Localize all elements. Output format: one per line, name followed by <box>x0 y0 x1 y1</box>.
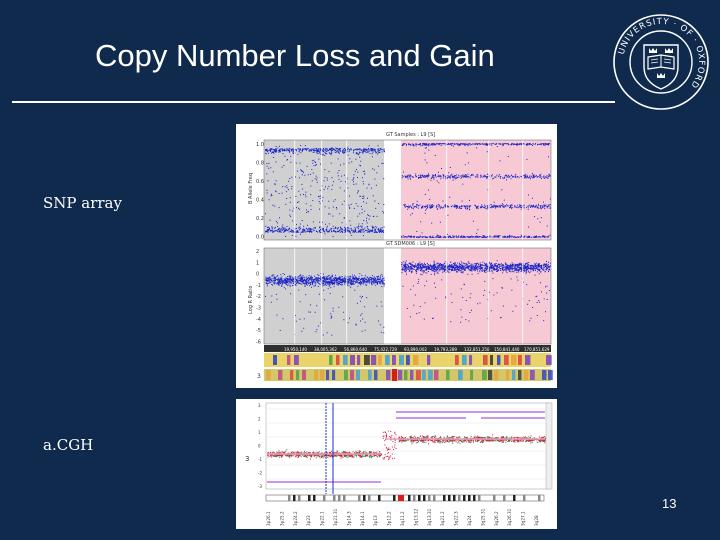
acgh-band-label: 3p13 <box>373 515 378 526</box>
acgh-scatter-points <box>267 430 546 460</box>
page-number: 13 <box>662 496 677 511</box>
acgh-y-tick: -2 <box>258 471 262 476</box>
acgh-scrollbar[interactable] <box>545 402 553 490</box>
snp-bottom-y-tick: 1 <box>256 260 259 266</box>
bottom-loss-region <box>264 248 384 344</box>
snp-top-y-tick: 0.4 <box>256 198 264 204</box>
acgh-band-label: 3q26.31 <box>507 508 512 526</box>
acgh-label: a.CGH <box>43 436 94 454</box>
acgh-band-label: 3q25.31 <box>480 508 485 526</box>
snp-array-figure: GT Samples : L9 [S] GT SDM006 : L9 [S] B… <box>236 124 557 388</box>
snp-bottom-y-tick: 0 <box>256 272 259 278</box>
snp-position-label: 75,422,729 <box>374 347 397 352</box>
snp-scatter-points <box>265 140 551 344</box>
acgh-chromosome-number: 3 <box>245 455 249 463</box>
acgh-band-label: 3p25.2 <box>279 511 284 526</box>
title-underline <box>12 101 615 103</box>
acgh-band-label: 3p23 <box>306 515 311 526</box>
snp-top-y-label: B Allele Freq <box>248 173 254 204</box>
acgh-y-tick: -1 <box>258 457 262 462</box>
snp-position-label: 56,860,640 <box>344 347 367 352</box>
acgh-y-tick: 2 <box>258 417 261 422</box>
snp-bottom-y-tick: 2 <box>256 249 259 255</box>
snp-top-panel-title: GT Samples : L9 [S] <box>386 132 435 138</box>
top-gain-region <box>401 140 551 240</box>
snp-position-label: 170,851,629 <box>524 347 550 352</box>
snp-position-label: 150,841,440 <box>494 347 520 352</box>
snp-top-y-tick: 0.6 <box>256 179 264 185</box>
acgh-band-label: 3q21.2 <box>440 511 445 526</box>
snp-top-y-tick: 1.0 <box>256 142 264 148</box>
snp-position-label: 38,005,362 <box>314 347 337 352</box>
top-gap-region <box>384 140 401 240</box>
acgh-band-label: 3p14.1 <box>360 511 365 526</box>
acgh-y-tick: 0 <box>258 444 261 449</box>
acgh-band-label: 3q22.3 <box>454 511 459 526</box>
snp-position-label: 132,851,250 <box>464 347 490 352</box>
snp-position-label: 19,793,289 <box>434 347 457 352</box>
acgh-y-tick: 3 <box>258 403 261 408</box>
acgh-band-label: 3p26.1 <box>266 511 271 526</box>
acgh-band-label: 3q11.2 <box>400 511 405 526</box>
snp-bottom-panel-title: GT SDM006 : L9 [S] <box>386 241 435 247</box>
snp-bottom-y-tick: -1 <box>256 283 261 289</box>
snp-top-y-tick: 0.0 <box>256 235 264 241</box>
acgh-band-label: 3p21.31 <box>333 508 338 526</box>
snp-bottom-y-tick: -6 <box>256 339 261 345</box>
snp-bottom-y-tick: -4 <box>256 317 261 323</box>
snp-top-y-tick: 0.8 <box>256 161 264 167</box>
snp-bottom-y-tick: -2 <box>256 294 261 300</box>
snp-array-label: SNP array <box>43 194 122 212</box>
acgh-band-label: 3p14.3 <box>346 511 351 526</box>
acgh-band-label: 3p12.2 <box>387 511 392 526</box>
bottom-gap-region <box>384 248 401 344</box>
snp-position-label: 93,890,002 <box>404 347 427 352</box>
acgh-ideogram <box>265 494 545 502</box>
acgh-band-label: 3q24 <box>467 515 472 526</box>
acgh-segment-lines <box>267 411 545 483</box>
snp-bottom-y-label: Log R Ratio <box>248 286 254 314</box>
snp-position-label: 19,950,140 <box>284 347 307 352</box>
slide-title: Copy Number Loss and Gain <box>95 38 495 73</box>
acgh-band-label: 3q27.1 <box>521 511 526 526</box>
acgh-band-label: 3q13.12 <box>413 508 418 526</box>
acgh-band-label: 3p22.1 <box>320 511 325 526</box>
acgh-figure: 3 3 2 1 0 -1 -2 -3 3p26.1 3p25.2 3p24.2 3p23 3p22.… <box>236 399 557 529</box>
acgh-y-tick: 1 <box>258 430 261 435</box>
acgh-y-tick: -3 <box>258 484 262 489</box>
snp-bottom-y-tick: -3 <box>256 306 261 312</box>
snp-chromosome-bar <box>264 369 551 381</box>
snp-top-y-tick: 0.2 <box>256 216 264 222</box>
acgh-band-label: 3q26.2 <box>494 511 499 526</box>
university-crest-icon: UNIVERSITY · OF · OXFORD <box>613 14 709 110</box>
acgh-band-label: 3p24.2 <box>293 511 298 526</box>
acgh-band-label: 3q28 <box>534 515 539 526</box>
snp-chromosome-number: 3 <box>257 373 261 380</box>
snp-bottom-y-tick: -5 <box>256 328 261 334</box>
acgh-band-label: 3q13.31 <box>427 508 432 526</box>
